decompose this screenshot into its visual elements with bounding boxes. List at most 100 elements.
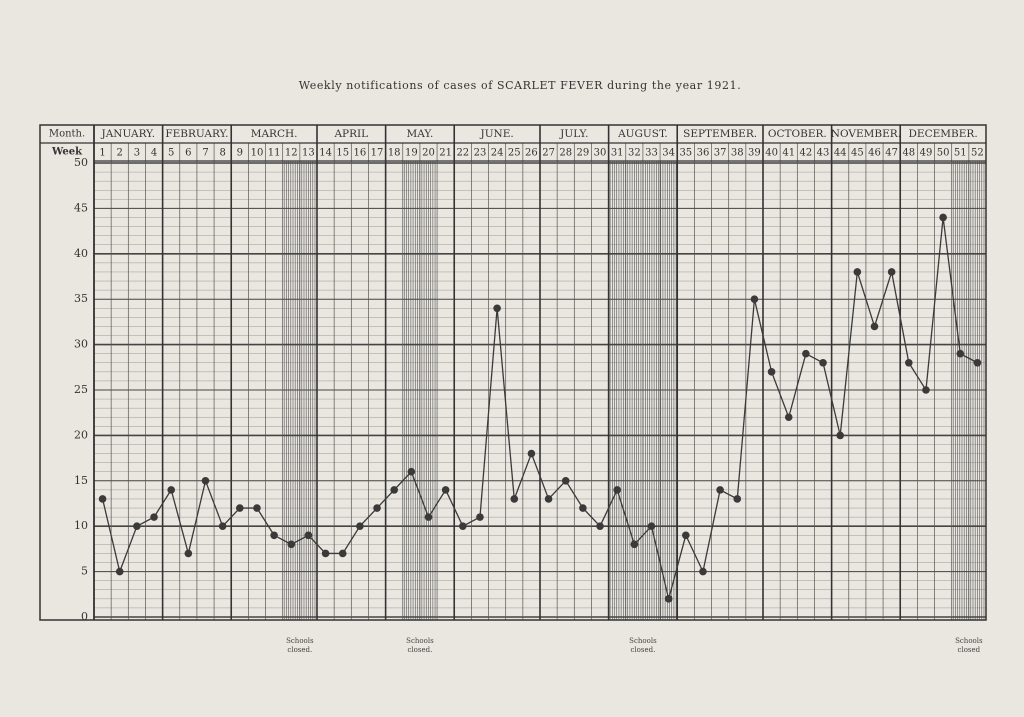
data-point	[424, 513, 433, 521]
annotation: Schools closed.	[629, 637, 657, 654]
data-point	[270, 531, 278, 540]
month-label: OCTOBER.	[768, 128, 827, 140]
y-tick-label: 15	[74, 474, 88, 487]
x-tick-label: 46	[868, 148, 881, 159]
data-point	[133, 522, 141, 530]
data-point	[253, 504, 261, 512]
x-tick-label: 31	[611, 148, 624, 159]
data-point	[390, 486, 398, 494]
x-tick-label: 20	[422, 148, 435, 159]
x-tick-label: 22	[456, 148, 469, 159]
data-point	[356, 522, 364, 530]
month-label: FEBRUARY.	[165, 128, 228, 140]
data-point	[647, 522, 656, 530]
data-point	[836, 431, 844, 440]
x-tick-label: 51	[954, 148, 967, 159]
x-tick-label: 17	[371, 148, 384, 159]
x-tick-label: 13	[302, 148, 315, 159]
data-point	[870, 322, 879, 331]
x-tick-label: 1	[99, 148, 105, 159]
x-tick-label: 47	[885, 148, 898, 159]
y-tick-label: 45	[74, 201, 88, 214]
data-point	[905, 358, 913, 367]
x-tick-label: 35	[679, 148, 692, 159]
data-point	[321, 549, 330, 558]
month-label: MARCH.	[251, 128, 298, 140]
month-label: SEPTEMBER.	[683, 128, 757, 140]
month-header: Month.	[49, 129, 85, 140]
month-label: JUNE.	[479, 128, 513, 140]
month-label: NOVEMBER.	[831, 128, 901, 140]
y-tick-label: 50	[74, 156, 88, 169]
data-point	[956, 349, 965, 358]
x-tick-label: 27	[542, 148, 555, 159]
x-tick-label: 7	[202, 148, 208, 159]
x-tick-label: 6	[185, 148, 191, 159]
x-tick-label: 25	[508, 148, 521, 159]
y-tick-label: 25	[74, 383, 88, 396]
x-tick-label: 24	[491, 148, 504, 159]
frame	[39, 124, 987, 621]
data-point	[150, 513, 158, 521]
x-tick-label: 14	[319, 148, 332, 159]
data-point	[716, 486, 724, 494]
data-point	[167, 486, 175, 494]
data-point	[784, 413, 793, 422]
x-tick-label: 40	[765, 148, 778, 159]
y-tick-label: 30	[74, 338, 88, 351]
annotation: Schools closed.	[406, 637, 434, 654]
data-point	[407, 467, 416, 476]
data-point	[630, 540, 639, 549]
week-header: Week	[51, 147, 83, 158]
x-tick-label: 4	[151, 148, 157, 159]
x-tick-label: 29	[577, 148, 590, 159]
x-tick-label: 11	[268, 148, 281, 159]
month-label: JULY.	[559, 128, 588, 140]
data-point	[682, 531, 690, 540]
x-tick-label: 9	[237, 148, 243, 159]
data-point	[441, 486, 450, 494]
x-tick-label: 8	[219, 148, 225, 159]
x-tick-label: 49	[920, 148, 933, 159]
month-label: JANUARY.	[101, 128, 156, 140]
data-point	[236, 504, 244, 512]
x-tick-label: 16	[354, 148, 367, 159]
x-tick-label: 43	[817, 148, 830, 159]
x-tick-label: 26	[525, 148, 538, 159]
x-tick-label: 2	[117, 148, 123, 159]
month-label: AUGUST.	[617, 128, 668, 140]
data-point	[493, 304, 501, 313]
x-tick-label: 34	[662, 148, 675, 159]
data-point	[664, 595, 673, 603]
data-point	[184, 549, 193, 558]
y-tick-label: 20	[74, 428, 88, 441]
x-tick-label: 15	[336, 148, 349, 159]
data-point	[613, 486, 621, 494]
data-point	[939, 213, 947, 222]
data-point	[767, 368, 776, 376]
x-tick-label: 32	[628, 148, 641, 159]
x-tick-label: 39	[748, 148, 761, 159]
x-tick-label: 10	[251, 148, 264, 159]
data-point	[561, 477, 570, 485]
data-point	[887, 268, 896, 276]
x-tick-label: 23	[474, 148, 487, 159]
data-line	[101, 217, 978, 600]
data-point	[596, 522, 604, 530]
data-point	[338, 549, 347, 558]
x-tick-label: 33	[645, 148, 658, 159]
y-tick-label: 10	[74, 519, 88, 532]
x-tick-label: 41	[782, 148, 795, 159]
data-point	[733, 495, 742, 503]
data-point	[115, 567, 124, 576]
y-tick-label: 35	[74, 292, 88, 305]
data-point	[98, 495, 107, 503]
x-tick-label: 44	[834, 148, 847, 159]
x-tick-label: 28	[559, 148, 572, 159]
data-point	[699, 567, 707, 576]
y-tick-label: 40	[74, 247, 88, 260]
x-tick-label: 45	[851, 148, 864, 159]
x-tick-label: 42	[800, 148, 813, 159]
